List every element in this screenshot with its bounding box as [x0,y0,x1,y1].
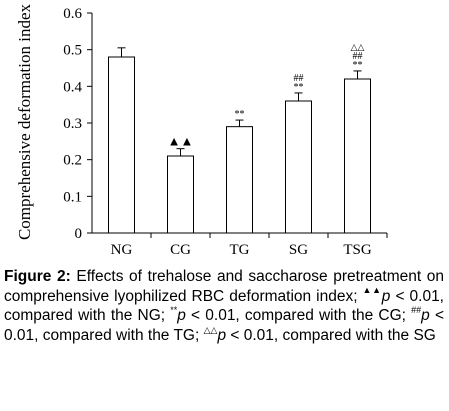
y-tick-label: 0.3 [63,116,82,132]
caption-symbol-1: ▲▲ [362,285,382,296]
caption-text-2: < 0.01, compared with the NG; [4,287,444,325]
x-tick-label: SG [289,242,308,258]
caption-p-1: p [381,287,391,305]
bar [167,155,194,234]
y-axis-label: Comprehensive deformation index [15,3,34,240]
bar [285,100,312,234]
chart-significance-marks: ▲▲**##**△△##** [168,42,365,149]
caption-text-1: Effects of trehalose and saccharose pret… [4,268,444,305]
y-tick-label: 0.5 [63,43,82,59]
caption-symbol-2: ** [170,305,178,316]
bar [108,56,135,234]
caption-text-3: < 0.01, compared with the CG; [185,307,412,325]
y-tick-label: 0 [75,226,83,242]
bar-chart: ▲▲**##**△△##** 00.10.20.30.40.50.6NG CG TG… [15,3,388,258]
significance-mark: ## [353,51,363,62]
x-tick-label: CG [170,242,191,258]
chart-tick-labels: 0 0.1 0.2 0.3 0.4 0.5 0.6 NG CG TG SG TSG [63,6,372,258]
caption-symbol-4: △△ [203,324,218,335]
y-tick-label: 0.2 [63,153,82,169]
caption-p-3: p [421,307,430,325]
bar [344,78,371,234]
x-tick-label: TG [230,242,250,258]
caption-p-4: p [217,326,227,344]
chart-axes [87,12,388,238]
significance-mark: ▲▲ [168,134,194,149]
x-tick-label: NG [111,242,133,258]
y-tick-label: 0.6 [63,6,82,22]
x-tick-label: TSG [343,242,372,258]
caption-symbol-3: ## [411,305,422,316]
y-tick-label: 0.1 [63,189,82,205]
caption-p-2: p [177,307,186,325]
significance-mark: ** [235,109,245,120]
caption-label: Figure 2: [4,268,71,285]
bar [226,126,253,234]
significance-mark: ## [294,73,304,84]
caption-text-4: < 0.01, compared with the TG; [4,307,445,344]
figure-caption: Figure 2: Effects of trehalose and sacch… [4,267,444,345]
chart-error-bars [117,47,362,156]
significance-mark: ** [353,60,363,71]
significance-mark: ** [294,82,304,93]
caption-text-5: < 0.01, compared with the SG [226,326,436,344]
significance-mark: △△ [351,42,365,52]
y-tick-label: 0.4 [63,79,82,95]
chart-bars [108,56,371,234]
